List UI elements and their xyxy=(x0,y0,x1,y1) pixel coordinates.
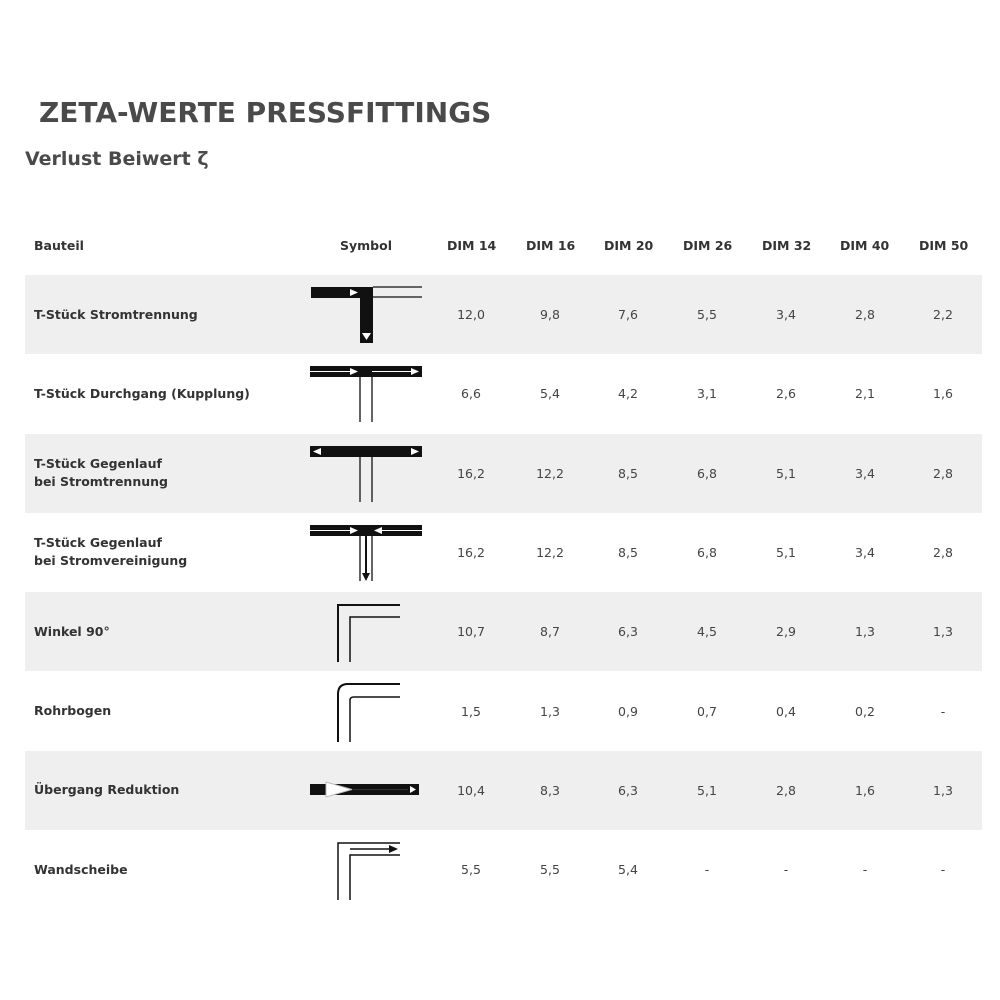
header-dim32: DIM 32 xyxy=(762,238,812,253)
component-name: Rohrbogen xyxy=(34,703,112,718)
zeta-value: 1,3 xyxy=(540,703,560,719)
pipe-bend-icon xyxy=(300,672,430,751)
table-row: T-Stück Gegenlauf bei Stromtrennung 16,2 1… xyxy=(25,433,982,513)
component-name: Übergang Reduktion xyxy=(34,782,180,798)
zeta-value: 6,6 xyxy=(461,386,481,402)
zeta-value: 0,7 xyxy=(697,703,717,719)
zeta-value: 9,8 xyxy=(540,307,560,322)
zeta-value: 5,5 xyxy=(461,862,481,878)
zeta-value: 0,4 xyxy=(776,703,796,719)
header-bauteil: Bauteil xyxy=(34,238,84,253)
zeta-value: 5,1 xyxy=(697,782,717,798)
zeta-value: 2,1 xyxy=(855,386,875,402)
tee-counterflow-merge-icon xyxy=(300,513,430,592)
tee-branch-split-icon xyxy=(300,275,430,354)
zeta-value: 0,9 xyxy=(618,703,638,719)
tee-straight-through-icon xyxy=(300,354,430,433)
zeta-value: 8,7 xyxy=(540,624,560,640)
zeta-value: 8,5 xyxy=(618,544,638,560)
zeta-value: 6,8 xyxy=(697,465,717,481)
zeta-value: 1,5 xyxy=(461,703,481,719)
zeta-value: - xyxy=(862,862,868,878)
reducer-icon xyxy=(300,751,430,830)
zeta-value: 2,8 xyxy=(933,544,953,560)
wall-plate-icon xyxy=(300,830,430,909)
zeta-value: 12,2 xyxy=(536,544,564,560)
component-name: T-Stück Stromtrennung xyxy=(34,306,198,322)
table-row: T-Stück Stromtrennung 12,0 9,8 7,6 5,5 3,4 2,8… xyxy=(25,275,982,354)
component-name: T-Stück Gegenlauf bei Stromvereinigung xyxy=(34,535,188,569)
zeta-value: 2,6 xyxy=(776,386,796,402)
table-row: Übergang Reduktion 10,4 8,3 6,3 5,1 2,8 1,6 1,3 xyxy=(25,750,982,830)
header-symbol: Symbol xyxy=(340,238,392,253)
elbow-90-icon xyxy=(300,592,430,671)
zeta-value: - xyxy=(940,703,946,719)
zeta-value: 2,8 xyxy=(855,307,875,322)
component-name: Wandscheibe xyxy=(34,861,128,877)
zeta-value: 6,8 xyxy=(697,544,717,560)
zeta-value: 2,8 xyxy=(776,782,796,798)
component-name: Winkel 90° xyxy=(34,623,110,639)
page-subtitle: Verlust Beiwert ζ xyxy=(25,148,209,170)
table-row: T-Stück Gegenlauf bei Stromvereinigung 16… xyxy=(25,513,982,592)
zeta-value: 10,7 xyxy=(457,624,485,640)
zeta-value: 5,5 xyxy=(540,862,560,878)
header-dim20: DIM 20 xyxy=(604,238,654,253)
header-dim16: DIM 16 xyxy=(526,238,576,253)
tee-counterflow-split-icon xyxy=(300,434,430,513)
zeta-value: 8,5 xyxy=(618,465,638,481)
zeta-value: 16,2 xyxy=(457,465,485,481)
zeta-value: 1,3 xyxy=(933,624,953,640)
zeta-value: 8,3 xyxy=(540,782,560,798)
zeta-value: 5,1 xyxy=(776,465,796,481)
zeta-value: 4,2 xyxy=(618,386,638,402)
zeta-value: 1,6 xyxy=(855,782,875,798)
zeta-value: 2,9 xyxy=(776,624,796,640)
table-row: T-Stück Durchgang (Kupplung) 6,6 5,4 4,2 3,1… xyxy=(25,354,982,433)
zeta-value: 2,8 xyxy=(933,465,953,481)
zeta-value: 3,1 xyxy=(697,386,717,402)
zeta-value: - xyxy=(704,862,710,878)
zeta-value: 3,4 xyxy=(855,544,875,560)
zeta-value: 5,4 xyxy=(540,386,560,402)
zeta-value: 2,2 xyxy=(933,307,953,322)
header-dim26: DIM 26 xyxy=(683,238,733,253)
zeta-value: 0,2 xyxy=(855,703,875,719)
zeta-value: 6,3 xyxy=(618,624,638,640)
zeta-value: 12,2 xyxy=(536,465,564,481)
table-row: Rohrbogen 1,5 1,3 0,9 0,7 0,4 0,2 - xyxy=(25,672,982,751)
zeta-value: 7,6 xyxy=(618,307,638,322)
header-dim50: DIM 50 xyxy=(919,238,969,253)
zeta-value: - xyxy=(783,862,789,878)
component-name: T-Stück Gegenlauf bei Stromtrennung xyxy=(34,456,168,490)
zeta-value: - xyxy=(940,862,946,878)
zeta-value: 6,3 xyxy=(618,782,638,798)
zeta-value: 16,2 xyxy=(457,544,485,560)
page-title: ZETA-WERTE PRESSFITTINGS xyxy=(39,96,492,129)
zeta-value: 3,4 xyxy=(776,307,796,322)
component-name: T-Stück Durchgang (Kupplung) xyxy=(34,385,250,401)
zeta-value: 5,5 xyxy=(697,307,717,322)
zeta-value: 10,4 xyxy=(457,782,485,798)
header-dim14: DIM 14 xyxy=(447,238,497,253)
table-row: Wandscheibe 5,5 5,5 5,4 - - - - xyxy=(25,830,982,909)
zeta-value: 3,4 xyxy=(855,465,875,481)
zeta-value: 1,6 xyxy=(933,386,953,402)
zeta-value: 4,5 xyxy=(697,624,717,640)
zeta-value: 1,3 xyxy=(855,624,875,640)
header-dim40: DIM 40 xyxy=(840,238,890,253)
zeta-value: 5,1 xyxy=(776,544,796,560)
table-row: Winkel 90° 10,7 8,7 6,3 4,5 2,9 1,3 1,3 xyxy=(25,592,982,672)
zeta-value: 5,4 xyxy=(618,862,638,878)
zeta-value: 12,0 xyxy=(457,307,485,322)
zeta-value: 1,3 xyxy=(933,782,953,798)
